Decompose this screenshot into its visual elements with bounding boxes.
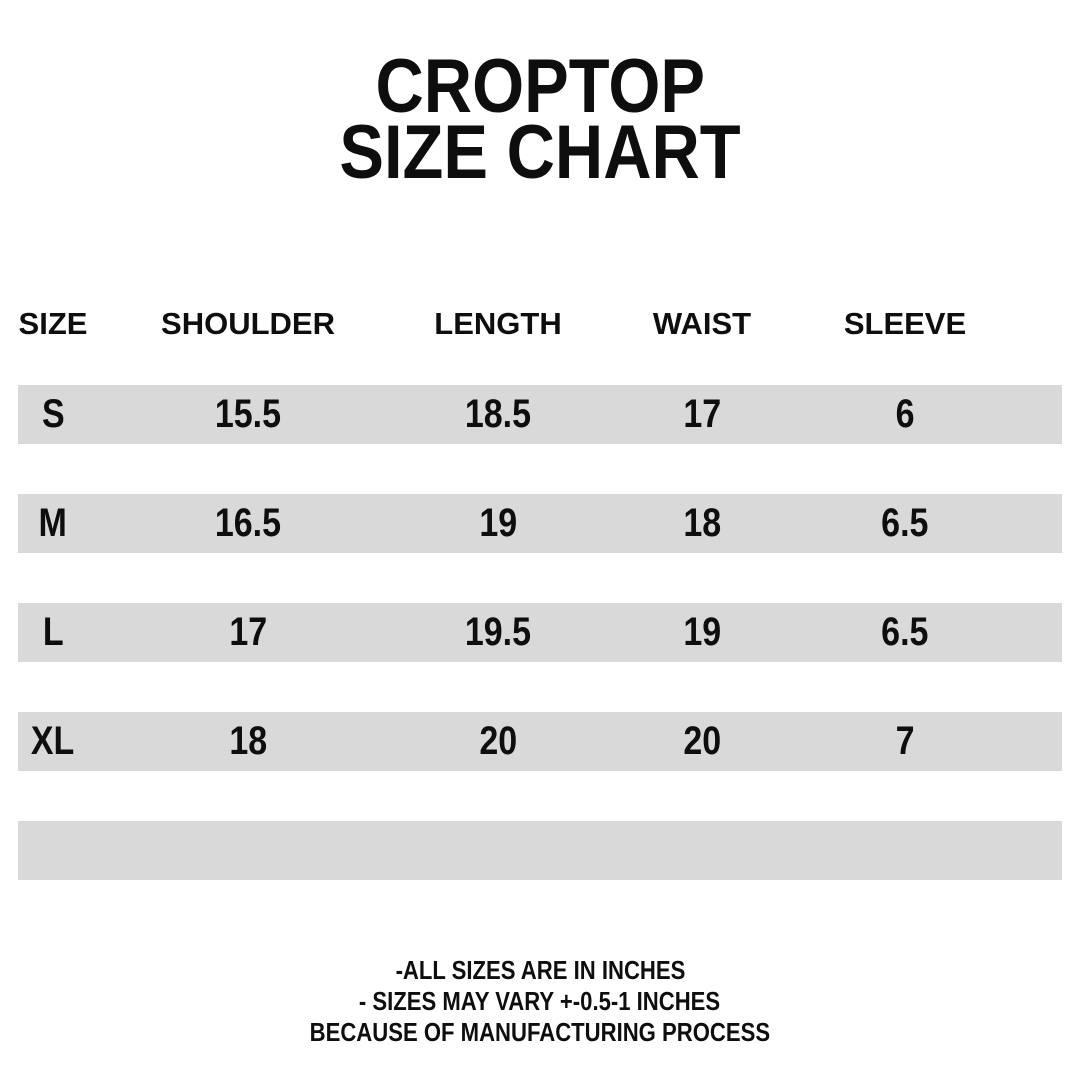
size-cell <box>18 828 88 873</box>
sleeve-cell: 6 <box>816 392 994 437</box>
waist-cell: 18 <box>588 501 816 546</box>
table-header-row: SIZE SHOULDER LENGTH WAIST SLEEVE <box>18 303 1062 345</box>
column-header-shoulder: SHOULDER <box>161 306 335 341</box>
waist-value: 20 <box>683 719 721 763</box>
size-row-l: L 17 19.5 19 6.5 <box>18 603 1062 662</box>
size-row-xl: XL 18 20 20 7 <box>18 712 1062 771</box>
waist-value: 17 <box>683 392 721 436</box>
waist-cell: 19 <box>588 610 816 655</box>
sleeve-cell: 6.5 <box>816 610 994 655</box>
footnote-line-1: -ALL SIZES ARE IN INCHES <box>0 955 1080 986</box>
size-value: XL <box>31 719 75 763</box>
size-value: L <box>42 610 64 654</box>
empty-row <box>18 821 1062 880</box>
shoulder-value: 15.5 <box>214 392 282 436</box>
shoulder-cell <box>88 828 408 873</box>
length-cell <box>408 828 588 873</box>
sleeve-value: 6 <box>895 392 915 436</box>
length-value: 18.5 <box>464 392 532 436</box>
title-line-1: CROPTOP <box>0 44 1080 129</box>
shoulder-value: 16.5 <box>214 501 282 545</box>
length-cell: 20 <box>408 719 588 764</box>
column-header-sleeve: SLEEVE <box>843 306 967 341</box>
size-cell: L <box>18 610 88 655</box>
sleeve-value: 6.5 <box>881 610 929 654</box>
size-cell: S <box>18 392 88 437</box>
shoulder-cell: 17 <box>88 610 408 655</box>
shoulder-cell: 18 <box>88 719 408 764</box>
length-cell: 19 <box>408 501 588 546</box>
page-title: CROPTOP SIZE CHART <box>0 0 1080 195</box>
size-cell: XL <box>18 719 88 764</box>
title-line-2: SIZE CHART <box>0 110 1080 195</box>
length-cell: 19.5 <box>408 610 588 655</box>
title-line-2-text: SIZE CHART <box>339 110 741 195</box>
column-header-waist: WAIST <box>652 306 752 341</box>
sleeve-cell <box>816 828 994 873</box>
size-row-m: M 16.5 19 18 6.5 <box>18 494 1062 553</box>
footnotes: -ALL SIZES ARE IN INCHES - SIZES MAY VAR… <box>0 955 1080 1048</box>
footnote-line-3: BECAUSE OF MANUFACTURING PROCESS <box>0 1017 1080 1048</box>
title-line-1-text: CROPTOP <box>375 44 705 129</box>
column-header-size: SIZE <box>18 306 88 341</box>
footnote-line-1-text: -ALL SIZES ARE IN INCHES <box>395 955 685 985</box>
length-value: 20 <box>479 719 517 763</box>
shoulder-value: 17 <box>229 610 267 654</box>
waist-value: 18 <box>683 501 721 545</box>
waist-value: 19 <box>683 610 721 654</box>
footnote-line-3-text: BECAUSE OF MANUFACTURING PROCESS <box>309 1017 771 1047</box>
sleeve-value: 7 <box>895 719 915 763</box>
size-value: S <box>41 392 65 436</box>
shoulder-cell: 15.5 <box>88 392 408 437</box>
column-header-length: LENGTH <box>434 306 562 341</box>
size-table: SIZE SHOULDER LENGTH WAIST SLEEVE S 15.5… <box>18 303 1062 880</box>
waist-cell <box>588 828 816 873</box>
size-cell: M <box>18 501 88 546</box>
size-row-s: S 15.5 18.5 17 6 <box>18 385 1062 444</box>
sleeve-cell: 7 <box>816 719 994 764</box>
shoulder-cell: 16.5 <box>88 501 408 546</box>
footnote-line-2: - SIZES MAY VARY +-0.5-1 INCHES <box>0 986 1080 1017</box>
shoulder-value: 18 <box>229 719 267 763</box>
waist-cell: 17 <box>588 392 816 437</box>
sleeve-value: 6.5 <box>881 501 929 545</box>
footnote-line-2-text: - SIZES MAY VARY +-0.5-1 INCHES <box>359 986 721 1016</box>
waist-cell: 20 <box>588 719 816 764</box>
size-value: M <box>38 501 68 545</box>
length-cell: 18.5 <box>408 392 588 437</box>
sleeve-cell: 6.5 <box>816 501 994 546</box>
length-value: 19 <box>479 501 517 545</box>
length-value: 19.5 <box>464 610 532 654</box>
